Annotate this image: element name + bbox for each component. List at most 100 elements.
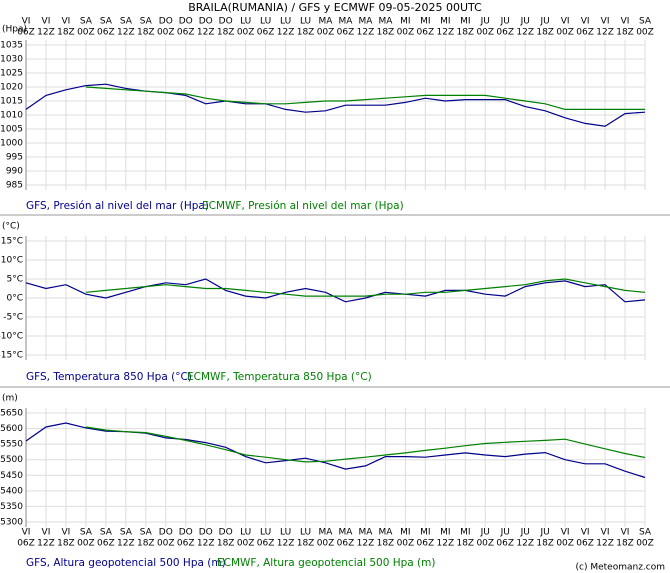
x-hour-label: 12Z (357, 28, 375, 38)
x-hour-label: 12Z (277, 539, 295, 549)
x-day-label: JU (540, 528, 550, 538)
y-tick-label: 1010 (0, 111, 23, 121)
y-tick-label: -10°C (0, 332, 23, 342)
x-day-label: VI (601, 528, 610, 538)
y-tick-label: -15°C (0, 351, 23, 361)
x-day-label: SA (140, 528, 153, 538)
unit-label: (m) (2, 394, 18, 404)
x-hour-label: 12Z (516, 539, 534, 549)
x-hour-label: 06Z (17, 539, 35, 549)
x-day-label: LU (240, 528, 251, 538)
y-tick-label: 1005 (0, 125, 23, 135)
x-hour-label: 18Z (616, 539, 634, 549)
x-hour-label: 18Z (536, 539, 554, 549)
x-hour-label: 18Z (297, 539, 315, 549)
x-hour-label: 06Z (576, 539, 594, 549)
x-hour-label: 12Z (197, 539, 215, 549)
x-hour-label: 12Z (117, 28, 135, 38)
x-day-label: VI (601, 17, 610, 27)
x-hour-label: 06Z (17, 28, 35, 38)
series-line (25, 83, 646, 127)
x-day-label: JU (480, 528, 490, 538)
y-tick-label: 10°C (1, 256, 23, 266)
x-hour-label: 12Z (596, 28, 614, 38)
x-day-label: LU (240, 17, 251, 27)
x-hour-label: 00Z (476, 539, 494, 549)
x-hour-label: 00Z (476, 28, 494, 38)
x-day-label: SA (100, 528, 113, 538)
y-tick-label: 5450 (0, 471, 23, 481)
x-hour-label: 00Z (556, 28, 574, 38)
x-day-label: VI (42, 17, 51, 27)
x-day-label: SA (80, 528, 93, 538)
y-tick-label: 5600 (0, 424, 23, 434)
x-hour-label: 06Z (337, 539, 355, 549)
x-day-label: VI (42, 528, 51, 538)
x-hour-label: 18Z (297, 28, 315, 38)
x-hour-label: 12Z (596, 539, 614, 549)
y-tick-label: 5300 (0, 518, 23, 528)
x-hour-label: 06Z (417, 28, 435, 38)
x-hour-label: 18Z (217, 539, 235, 549)
series-line (25, 278, 646, 303)
x-hour-label: 06Z (257, 539, 275, 549)
x-day-label: JU (520, 528, 530, 538)
x-hour-label: 18Z (377, 539, 395, 549)
x-day-label: DO (219, 17, 233, 27)
x-hour-label: 00Z (317, 28, 335, 38)
x-day-label: VI (581, 528, 590, 538)
x-day-label: MA (319, 528, 334, 538)
x-hour-label: 00Z (556, 539, 574, 549)
x-day-label: DO (199, 17, 213, 27)
x-day-label: MA (358, 528, 373, 538)
y-tick-label: 5400 (0, 486, 23, 496)
x-hour-label: 18Z (217, 28, 235, 38)
y-tick-label: 1025 (0, 69, 23, 79)
x-day-label: LU (300, 17, 311, 27)
x-day-label: LU (300, 528, 311, 538)
x-day-label: DO (179, 17, 193, 27)
x-day-label: LU (280, 528, 291, 538)
x-hour-label: 12Z (516, 28, 534, 38)
y-tick-label: 5500 (0, 455, 23, 465)
x-day-label: SA (639, 528, 652, 538)
y-tick-label: 15°C (1, 237, 23, 247)
x-day-label: MA (339, 528, 354, 538)
x-day-label: DO (199, 528, 213, 538)
x-day-label: VI (22, 17, 31, 27)
x-hour-label: 12Z (437, 539, 455, 549)
x-hour-label: 00Z (77, 539, 95, 549)
x-day-label: VI (581, 17, 590, 27)
y-tick-label: 995 (6, 153, 23, 163)
x-hour-label: 00Z (317, 539, 335, 549)
y-tick-label: 990 (6, 167, 23, 177)
legend-entry: ECMWF, Altura geopotencial 500 Hpa (m) (217, 557, 435, 569)
x-day-label: SA (80, 17, 93, 27)
series-line (85, 86, 645, 110)
x-day-label: SA (120, 17, 133, 27)
x-day-label: SA (639, 17, 652, 27)
x-day-label: VI (62, 17, 71, 27)
x-hour-label: 12Z (357, 539, 375, 549)
x-hour-label: 06Z (257, 28, 275, 38)
x-hour-label: 18Z (137, 28, 155, 38)
x-hour-label: 18Z (57, 28, 75, 38)
x-day-label: MI (420, 17, 430, 27)
x-day-label: JU (500, 17, 510, 27)
x-hour-label: 12Z (37, 28, 55, 38)
x-day-label: VI (621, 528, 630, 538)
x-hour-label: 12Z (437, 28, 455, 38)
x-day-label: DO (159, 17, 173, 27)
legend-entry: GFS, Altura geopotencial 500 Hpa (m) (26, 557, 226, 569)
y-tick-label: 0°C (6, 294, 23, 304)
credit: (c) Meteomanz.com (576, 563, 666, 573)
x-hour-label: 06Z (496, 539, 514, 549)
x-hour-label: 06Z (337, 28, 355, 38)
x-hour-label: 00Z (77, 28, 95, 38)
x-day-label: VI (22, 528, 31, 538)
x-hour-label: 00Z (157, 28, 175, 38)
x-hour-label: 18Z (137, 539, 155, 549)
x-hour-label: 06Z (97, 28, 115, 38)
x-day-label: MA (319, 17, 334, 27)
y-tick-label: 5550 (0, 440, 23, 450)
